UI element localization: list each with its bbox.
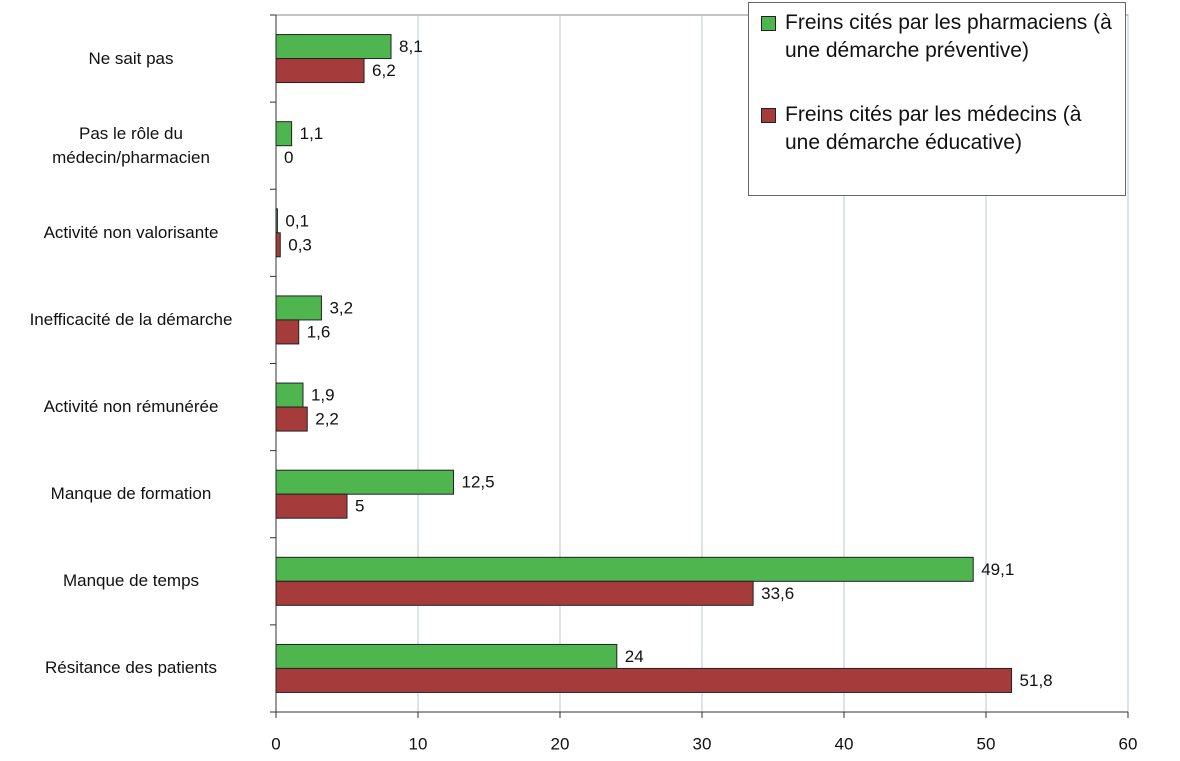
bar (275, 493, 348, 519)
value-label: 3,2 (329, 298, 353, 317)
value-label: 1,9 (311, 386, 335, 405)
bar (275, 667, 1013, 693)
bar (275, 580, 754, 606)
value-label: 6,2 (372, 61, 396, 80)
x-tick-label: 0 (271, 734, 280, 753)
bar (275, 121, 293, 147)
legend-entry: Freins cités par les médecins (à une dém… (761, 101, 1121, 157)
bar (275, 295, 322, 321)
value-label: 51,8 (1020, 671, 1053, 690)
value-label: 24 (625, 647, 644, 666)
value-label: 1,6 (307, 322, 331, 341)
x-tick-label: 20 (551, 734, 570, 753)
x-tick-label: 10 (409, 734, 428, 753)
x-tick-label: 50 (977, 734, 996, 753)
bar (275, 319, 300, 345)
value-label: 33,6 (761, 584, 794, 603)
value-label: 1,1 (300, 124, 324, 143)
bar (275, 556, 974, 582)
x-tick-label: 40 (835, 734, 854, 753)
legend-swatch (761, 108, 776, 123)
y-tick-label: Inefficacité de la démarche (29, 309, 233, 329)
value-label: 2,2 (315, 410, 339, 429)
y-tick-label: Activité non valorisante (43, 222, 219, 242)
bar (275, 643, 618, 669)
y-tick-label: Résitance des patients (45, 658, 217, 678)
value-label: 5 (355, 497, 364, 516)
x-tick-label: 30 (693, 734, 712, 753)
bar (275, 58, 365, 84)
y-tick-label: Manque de temps (62, 571, 200, 591)
legend-entry: Freins cités par les pharmaciens (à une … (761, 9, 1121, 65)
bar (275, 208, 278, 234)
bar (275, 382, 304, 408)
y-tick-label: Manque de formation (50, 484, 212, 504)
legend-label: Freins cités par les pharmaciens (à une … (785, 11, 1112, 62)
legend-swatch (761, 16, 776, 31)
bar (275, 232, 281, 258)
bar (275, 406, 308, 432)
value-label: 49,1 (981, 560, 1014, 579)
x-tick-label: 60 (1119, 734, 1138, 753)
bar (275, 469, 454, 495)
value-label: 12,5 (462, 473, 495, 492)
bar (275, 34, 392, 60)
value-label: 0,1 (285, 211, 309, 230)
value-label: 0 (284, 148, 293, 167)
y-tick-label: Ne sait pas (88, 48, 174, 68)
value-label: 8,1 (399, 37, 423, 56)
y-tick-label: Pas le rôle du médecin/pharmacien (52, 123, 210, 167)
y-tick-label: Activité non rémunérée (43, 397, 219, 417)
legend-label: Freins cités par les médecins (à une dém… (785, 103, 1082, 154)
legend: Freins cités par les pharmaciens (à une … (748, 2, 1126, 196)
value-label: 0,3 (288, 235, 312, 254)
